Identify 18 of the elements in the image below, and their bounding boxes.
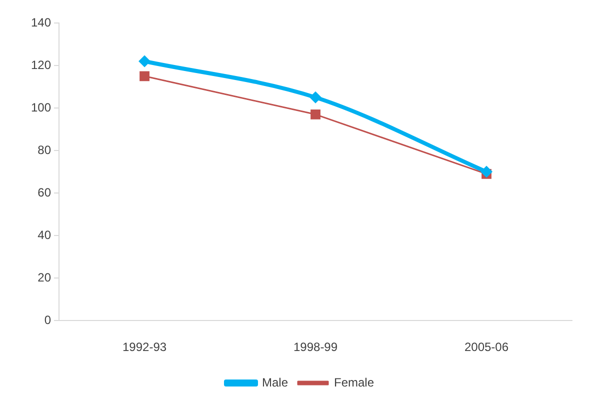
y-tick-label: 0 [44,312,52,327]
point [140,71,150,82]
point [480,166,493,178]
y-tick-label: 60 [38,185,52,200]
point [138,55,151,68]
y-tick-label: 100 [30,100,52,114]
y-tick-label: 80 [38,142,52,157]
x-tick-label: 1998-99 [293,340,338,354]
y-tick-label: 140 [30,15,52,30]
y-tick-label: 120 [30,58,52,72]
y-tick-label: 20 [38,270,52,284]
x-tick-label: 1992-93 [122,340,167,354]
y-tick-label: 40 [38,228,52,242]
x-tick-label: 2005-06 [464,340,509,354]
legend-label: Male [262,375,288,390]
point [310,91,322,104]
point [310,109,320,120]
legend-label: Female [334,375,374,390]
